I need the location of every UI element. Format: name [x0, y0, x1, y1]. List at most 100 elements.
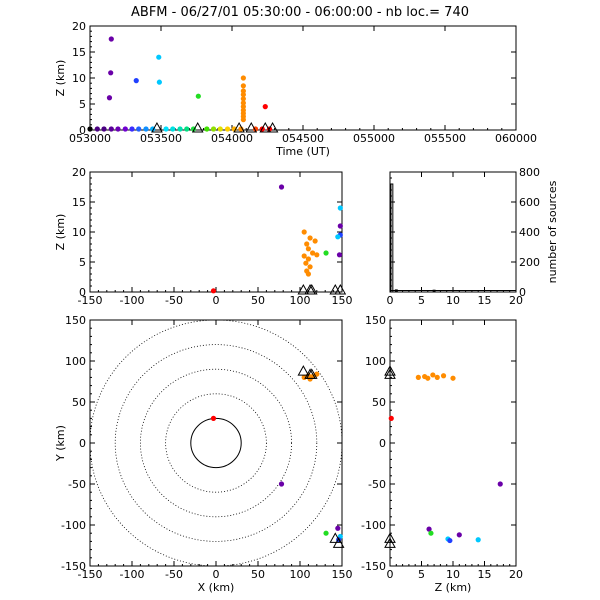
baseline-source-point: [217, 126, 223, 132]
y-tick-label: 20: [72, 20, 86, 33]
y-tick-label: 0: [79, 437, 86, 450]
y-tick-label: -100: [61, 519, 86, 532]
source-point: [240, 117, 246, 123]
x-tick-label: -100: [120, 568, 145, 581]
y-tick-label: -150: [361, 560, 386, 573]
source-point: [240, 100, 246, 106]
y-tick-label: 5: [79, 98, 86, 111]
panel-histogram-frame: [389, 171, 517, 293]
x-tick-label: 150: [332, 568, 353, 581]
source-point: [307, 376, 313, 382]
source-point: [428, 530, 434, 536]
x-tick-label: 50: [251, 568, 265, 581]
source-point: [475, 537, 481, 543]
station-marker: [297, 283, 310, 295]
x-tick-label: 053000: [69, 132, 111, 145]
x-tick-label: 0: [387, 568, 394, 581]
source-point: [240, 104, 246, 110]
source-point: [337, 223, 343, 229]
x-tick-label: -50: [165, 568, 183, 581]
source-point: [240, 83, 246, 89]
station-marker: [304, 283, 316, 295]
source-point: [240, 96, 246, 102]
source-point: [106, 95, 113, 101]
y-tick-label: 150: [365, 314, 386, 327]
x-tick-label: -50: [165, 294, 183, 307]
source-point: [310, 250, 316, 256]
baseline-source-point: [136, 126, 142, 132]
x-tick-label: 054000: [211, 132, 253, 145]
x-tick-label: -100: [120, 294, 145, 307]
station-marker: [384, 368, 396, 379]
x-tick-label: 0: [213, 568, 220, 581]
station-marker: [384, 537, 396, 548]
station-marker: [305, 283, 318, 295]
source-point: [425, 375, 431, 381]
y-tick-label: 15: [72, 196, 86, 209]
source-point: [440, 373, 447, 379]
x-tick-label: -150: [78, 568, 103, 581]
station-marker: [297, 365, 310, 376]
source-point: [434, 374, 440, 380]
source-point: [426, 526, 432, 532]
baseline-source-point: [115, 126, 121, 132]
source-point: [323, 530, 329, 536]
panel-plan-view-frame: [89, 319, 343, 567]
x-tick-label: 100: [290, 568, 311, 581]
y-tick-label: 15: [72, 46, 86, 59]
station-marker: [151, 121, 163, 133]
source-point: [156, 79, 162, 85]
y-axis-label: Y (km): [54, 425, 67, 462]
y-axis-label: number of sources: [546, 180, 559, 283]
source-point: [430, 372, 436, 378]
source-point: [314, 252, 320, 258]
source-point: [240, 75, 246, 81]
source-point: [323, 250, 329, 256]
source-point: [278, 184, 285, 190]
y-tick-label: 50: [372, 396, 386, 409]
range-ring: [114, 344, 318, 542]
source-point: [210, 415, 217, 421]
x-tick-label: 15: [478, 294, 492, 307]
station-marker: [305, 368, 318, 379]
baseline-source-point: [177, 126, 183, 132]
source-point: [312, 238, 318, 244]
y-tick-label: 5: [79, 256, 86, 269]
source-point: [108, 70, 114, 76]
x-tick-label: 054500: [282, 132, 324, 145]
y-tick-label: 0: [79, 124, 86, 137]
source-point: [336, 252, 343, 258]
baseline-source-point: [101, 126, 107, 132]
x-axis-label: Z (km): [435, 581, 472, 594]
x-tick-label: 055000: [353, 132, 395, 145]
x-tick-label: 060000: [495, 132, 537, 145]
y-tick-label: 150: [65, 314, 86, 327]
panel-height-y-frame: [389, 319, 517, 567]
y-tick-label: 100: [365, 355, 386, 368]
y-tick-label: 20: [72, 166, 86, 179]
baseline-source-point: [163, 126, 169, 132]
x-tick-label: 15: [478, 568, 492, 581]
y-tick-label: 200: [519, 256, 540, 269]
range-ring: [165, 393, 267, 493]
station-marker: [329, 532, 342, 543]
y-tick-label: 0: [519, 286, 526, 299]
y-tick-label: 400: [519, 226, 540, 239]
station-marker: [233, 121, 245, 133]
source-point: [304, 241, 310, 247]
source-point: [307, 264, 313, 270]
x-tick-label: 0: [387, 294, 394, 307]
station-marker: [334, 283, 347, 295]
y-tick-label: -150: [61, 560, 86, 573]
source-point: [303, 260, 309, 266]
station-marker: [259, 121, 272, 133]
source-point: [240, 92, 246, 98]
x-tick-label: 150: [332, 294, 353, 307]
panel-x-height: -150 -100 -50 0 50 100 150 0 5 10 15 20 Z (km): [54, 166, 353, 307]
x-axis-label: Time (UT): [275, 145, 330, 158]
panel-plan-view: -150 -100 -50 0 50 100 150 -150 -100 -50 0 50 100 150…: [54, 314, 353, 594]
source-point: [335, 234, 341, 240]
x-tick-label: -150: [78, 294, 103, 307]
